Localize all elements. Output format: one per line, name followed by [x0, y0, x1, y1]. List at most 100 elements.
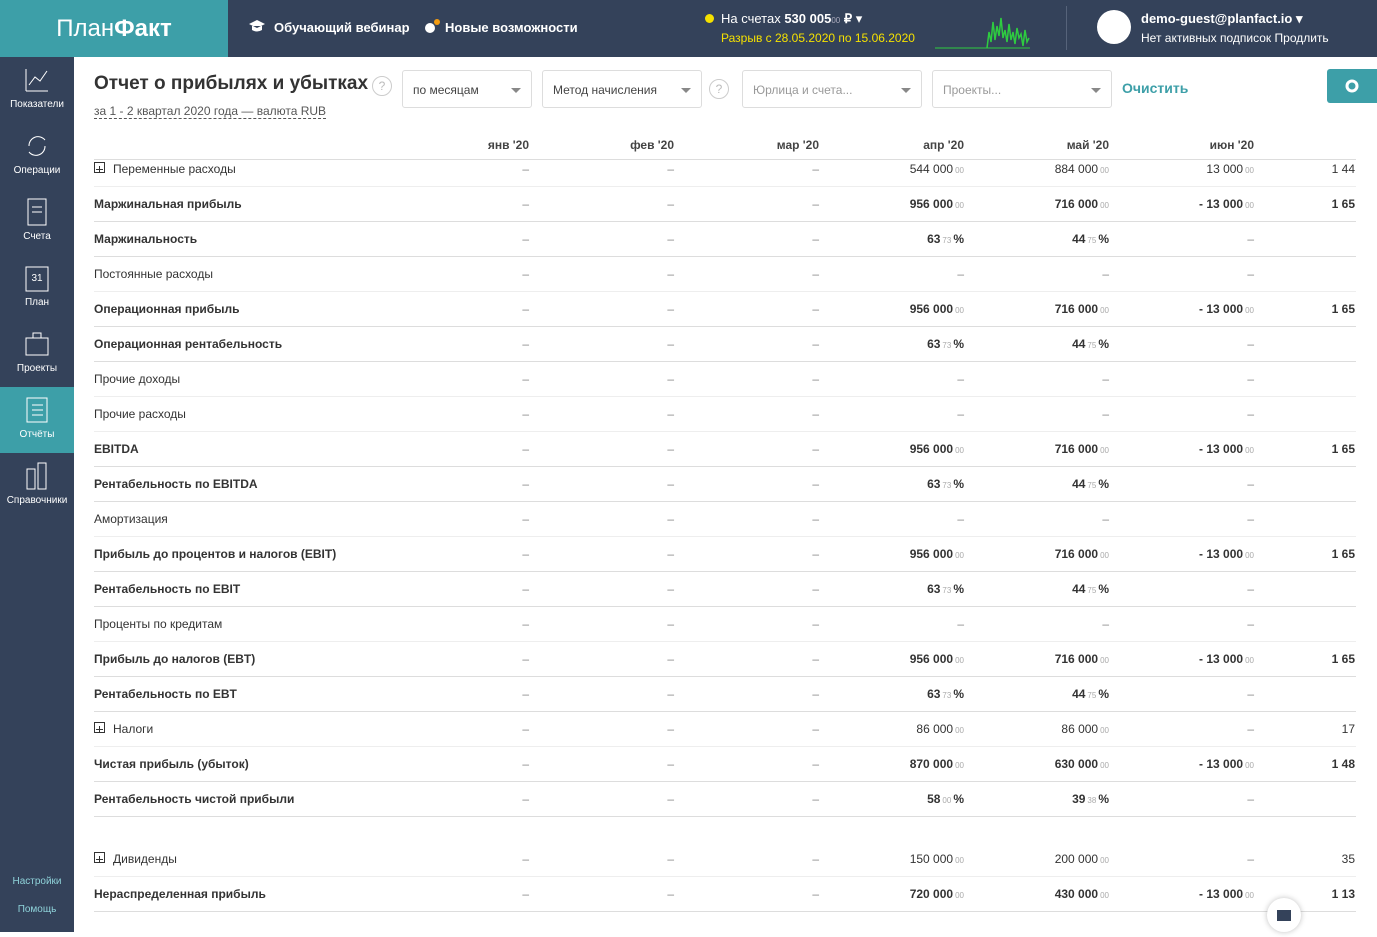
balance[interactable]: На счетах 530 00500 ₽ ▾ [721, 11, 863, 26]
cell: – [812, 407, 819, 421]
cell: 63 73% [824, 687, 964, 701]
method-select[interactable]: Метод начисления [542, 70, 702, 108]
cell-fraction: 00 [1245, 891, 1254, 900]
nav-bottom[interactable]: Настройки [12, 876, 62, 887]
cell: – [522, 582, 529, 596]
nav-item[interactable]: 31 План [0, 255, 74, 321]
cell-value: 44 [1072, 477, 1086, 491]
cell-fraction: 00 [1245, 166, 1254, 175]
table-row: Операционная рентабельность – – –63 73% 44 75%… [94, 326, 1356, 362]
expand-icon[interactable] [94, 852, 105, 863]
expand-icon[interactable] [94, 722, 105, 733]
row-label: Маржинальность [94, 232, 198, 246]
nav-item[interactable]: Проекты [0, 321, 74, 387]
subscription: Нет активных подписок Продлить [1141, 31, 1329, 45]
settings-button[interactable] [1327, 69, 1377, 103]
cell: 17 [1341, 722, 1355, 736]
balance-frac: 00 [831, 16, 841, 25]
table-row: Маржинальная прибыль – – –956 000 00 716 000 0… [94, 186, 1356, 222]
nav-bottom[interactable]: Помощь [17, 904, 57, 915]
help-icon[interactable]: ? [372, 76, 392, 96]
table-row: Прибыль до процентов и налогов (EBIT) – – –… [94, 536, 1356, 572]
cell: 150 000 00 [824, 852, 964, 866]
cell-value: 63 [927, 232, 941, 246]
cell: – [522, 852, 529, 866]
cell-fraction: 00 [1100, 551, 1109, 560]
clear-button[interactable]: Очистить [1122, 80, 1189, 96]
subscription-text: Нет активных подписок [1141, 31, 1272, 45]
cell-unit: % [1098, 477, 1109, 491]
cell-value: 44 [1072, 582, 1086, 596]
cell-value: 870 000 [909, 757, 954, 771]
cell: – [667, 687, 674, 701]
nav-icon [28, 136, 46, 156]
cell-fraction: 73 [942, 586, 952, 595]
nav-item[interactable]: Показатели [0, 57, 74, 123]
cell: 86 000 00 [824, 722, 964, 736]
row-label: Операционная прибыль [94, 302, 240, 316]
row-label: EBITDA [94, 442, 139, 456]
webinar-link[interactable]: Обучающий вебинар [274, 20, 410, 35]
cell: – [1247, 477, 1254, 491]
nav-item[interactable]: Счета [0, 189, 74, 255]
cell-unit: % [1098, 582, 1109, 596]
row-label: Прибыль до процентов и налогов (EBIT) [94, 547, 337, 561]
cell: 44 75% [969, 687, 1109, 701]
table-row: Постоянные расходы – – – – – – [94, 256, 1356, 292]
cell: – [1247, 372, 1254, 386]
logo-light: План [56, 15, 115, 42]
period-select[interactable]: по месяцам [402, 70, 532, 108]
cell: – [522, 267, 529, 281]
nav-item[interactable]: Справочники [0, 453, 74, 519]
cell-fraction: 00 [955, 891, 964, 900]
cell: – [522, 197, 529, 211]
cell-fraction: 00 [955, 446, 964, 455]
row-label: Прочие расходы [94, 407, 186, 421]
cell: – [812, 232, 819, 246]
report-period[interactable]: за 1 - 2 квартал 2020 года — валюта RUB [94, 104, 327, 119]
cell: 58 00% [824, 792, 964, 806]
cell-unit: % [1098, 687, 1109, 701]
row-label: Налоги [113, 722, 154, 736]
cell: – [667, 652, 674, 666]
nav-item[interactable]: Операции [0, 123, 74, 189]
cell-fraction: 00 [1100, 891, 1109, 900]
table-row[interactable]: Переменные расходы – – –544 000 00 884 000 00 1… [94, 151, 1356, 187]
nav-icon [26, 462, 47, 490]
cell: – [812, 887, 819, 901]
nav-label: Проекты [16, 363, 58, 374]
cell-value: 720 000 [909, 887, 954, 901]
nav-icon [25, 332, 49, 356]
expand-icon[interactable] [94, 162, 105, 173]
cell: – [522, 652, 529, 666]
renew-link[interactable]: Продлить [1274, 31, 1329, 45]
cell: – [812, 512, 819, 526]
table-row[interactable]: Налоги – – –86 000 00 86 000 00–17 [94, 711, 1356, 747]
logo[interactable]: ПланФакт [0, 0, 228, 57]
cell: 716 000 00 [969, 302, 1109, 316]
cell: 1 65 [1331, 442, 1355, 456]
cell: – [1247, 792, 1254, 806]
row-label: Постоянные расходы [94, 267, 213, 281]
user-email[interactable]: demo-guest@planfact.io ▾ [1141, 11, 1303, 26]
gift-button[interactable] [1267, 898, 1301, 932]
entity-select[interactable]: Юрлица и счета... [742, 70, 922, 108]
gift-icon [1277, 910, 1291, 921]
cell: – [1102, 617, 1109, 631]
table-row[interactable]: Дивиденды – – –150 000 00 200 000 00–35 [94, 841, 1356, 877]
features-link[interactable]: Новые возможности [445, 20, 578, 35]
help-icon[interactable]: ? [709, 79, 729, 99]
email: demo-guest@planfact.io [1141, 11, 1293, 26]
cell: – [812, 442, 819, 456]
cell: – [957, 267, 964, 281]
cell-fraction: 00 [1100, 306, 1109, 315]
project-select[interactable]: Проекты... [932, 70, 1112, 108]
cell: – [522, 407, 529, 421]
cell-fraction: 75 [1087, 481, 1097, 490]
avatar[interactable] [1097, 10, 1131, 44]
cell: – [1102, 372, 1109, 386]
cell-fraction: 00 [955, 726, 964, 735]
nav-item[interactable]: Отчёты [0, 387, 74, 453]
cell: 1 65 [1331, 197, 1355, 211]
cap-icon [249, 20, 265, 32]
